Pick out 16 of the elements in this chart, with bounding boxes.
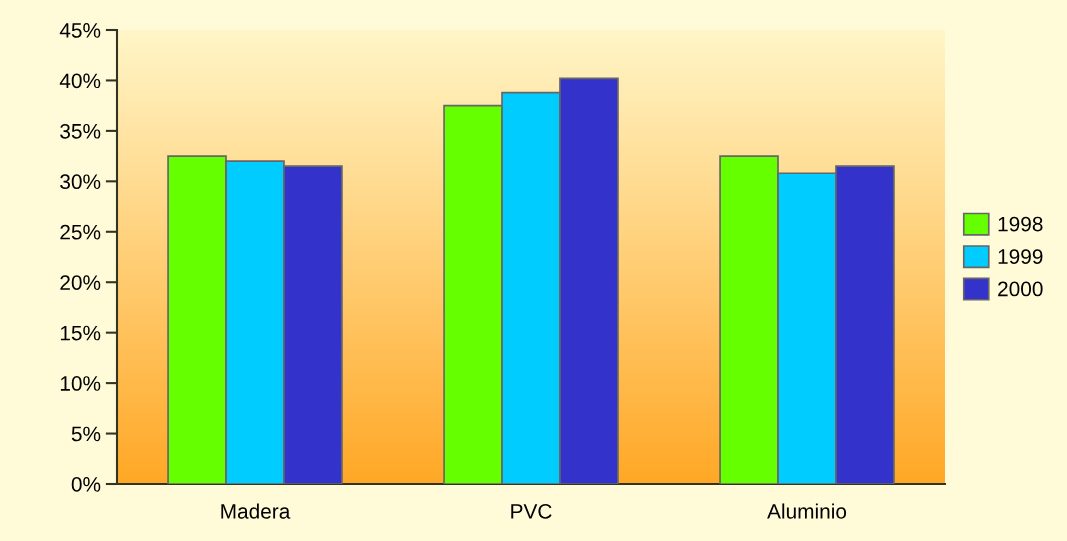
y-tick-label: 10%: [60, 376, 101, 391]
y-tick-label: 15%: [60, 325, 101, 341]
y-tick-label: 20%: [60, 275, 101, 290]
y-tick-label: 5%: [71, 426, 101, 442]
legend-label: 1998: [998, 216, 1043, 232]
y-tick-label: 40%: [59, 73, 101, 89]
x-tick-label: PVC: [511, 503, 552, 519]
legend-label: 2000: [998, 281, 1043, 297]
y-tick-label: 25%: [60, 224, 101, 240]
y-tick-label: 30%: [60, 174, 101, 190]
legend-label: 1999: [998, 249, 1043, 264]
y-tick-label: 0%: [71, 477, 101, 492]
y-tick-label: 45%: [59, 23, 101, 38]
y-tick-label: 35%: [60, 123, 101, 139]
x-tick-label: Aluminio: [767, 503, 847, 519]
x-tick-label: Madera: [221, 503, 291, 519]
